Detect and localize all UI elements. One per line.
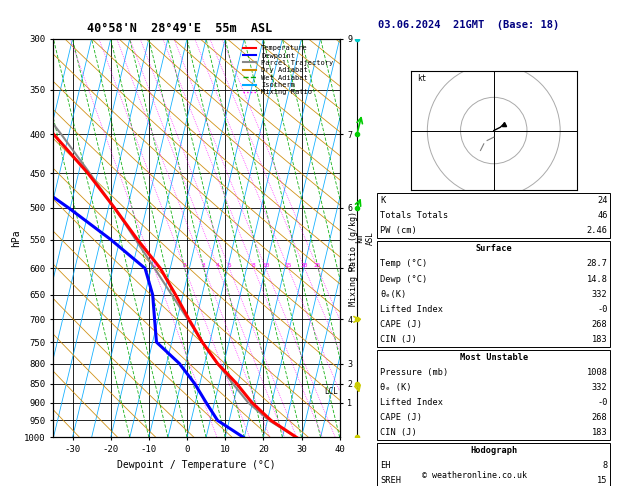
Text: 10: 10 xyxy=(262,263,269,268)
Text: 28.7: 28.7 xyxy=(587,260,608,268)
Text: Surface: Surface xyxy=(476,244,512,253)
Text: CIN (J): CIN (J) xyxy=(380,335,416,344)
Text: Temp (°C): Temp (°C) xyxy=(380,260,427,268)
Text: 183: 183 xyxy=(592,335,608,344)
Text: Hodograph: Hodograph xyxy=(470,446,518,455)
Text: 332: 332 xyxy=(592,290,608,298)
Text: Totals Totals: Totals Totals xyxy=(380,211,448,220)
Text: 46: 46 xyxy=(597,211,608,220)
Text: 8: 8 xyxy=(603,461,608,470)
Text: 20: 20 xyxy=(301,263,308,268)
Text: Dewp (°C): Dewp (°C) xyxy=(380,275,427,283)
Text: Pressure (mb): Pressure (mb) xyxy=(380,368,448,377)
Text: 268: 268 xyxy=(592,320,608,329)
Text: SREH: SREH xyxy=(380,476,401,485)
Text: Mixing Ratio (g/kg): Mixing Ratio (g/kg) xyxy=(349,210,358,306)
Text: -0: -0 xyxy=(597,305,608,313)
Text: Lifted Index: Lifted Index xyxy=(380,305,443,313)
Text: 40°58'N  28°49'E  55m  ASL: 40°58'N 28°49'E 55m ASL xyxy=(87,22,272,35)
Text: EH: EH xyxy=(380,461,391,470)
Text: PW (cm): PW (cm) xyxy=(380,226,416,235)
Text: 15: 15 xyxy=(597,476,608,485)
Text: -0: -0 xyxy=(597,398,608,407)
Text: © weatheronline.co.uk: © weatheronline.co.uk xyxy=(423,471,527,480)
Text: K: K xyxy=(380,196,385,205)
Text: 183: 183 xyxy=(592,428,608,437)
Text: 2: 2 xyxy=(183,263,187,268)
Text: 15: 15 xyxy=(284,263,292,268)
Text: 2.46: 2.46 xyxy=(587,226,608,235)
Text: 3: 3 xyxy=(202,263,206,268)
Text: 25: 25 xyxy=(314,263,321,268)
Text: 5: 5 xyxy=(227,263,231,268)
Text: 8: 8 xyxy=(252,263,255,268)
X-axis label: Dewpoint / Temperature (°C): Dewpoint / Temperature (°C) xyxy=(117,460,276,469)
Text: θₑ (K): θₑ (K) xyxy=(380,383,411,392)
Text: Lifted Index: Lifted Index xyxy=(380,398,443,407)
Text: 332: 332 xyxy=(592,383,608,392)
Text: CIN (J): CIN (J) xyxy=(380,428,416,437)
Text: Most Unstable: Most Unstable xyxy=(460,353,528,362)
Text: 1: 1 xyxy=(152,263,156,268)
Text: LCL: LCL xyxy=(324,387,338,396)
Y-axis label: km
ASL: km ASL xyxy=(355,231,374,245)
Text: θₑ(K): θₑ(K) xyxy=(380,290,406,298)
Text: 1008: 1008 xyxy=(587,368,608,377)
Text: CAPE (J): CAPE (J) xyxy=(380,320,422,329)
Text: 24: 24 xyxy=(597,196,608,205)
Text: 14.8: 14.8 xyxy=(587,275,608,283)
Legend: Temperature, Dewpoint, Parcel Trajectory, Dry Adiabat, Wet Adiabat, Isotherm, Mi: Temperature, Dewpoint, Parcel Trajectory… xyxy=(240,42,336,98)
Text: CAPE (J): CAPE (J) xyxy=(380,413,422,422)
Text: 268: 268 xyxy=(592,413,608,422)
Text: 4: 4 xyxy=(216,263,220,268)
Text: 03.06.2024  21GMT  (Base: 18): 03.06.2024 21GMT (Base: 18) xyxy=(378,20,559,31)
Text: kt: kt xyxy=(418,74,426,83)
Y-axis label: hPa: hPa xyxy=(11,229,21,247)
